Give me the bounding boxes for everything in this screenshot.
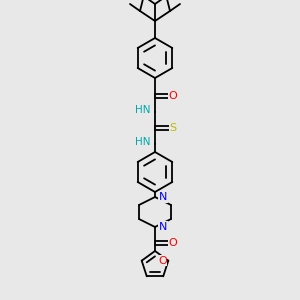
Text: HN: HN bbox=[135, 137, 151, 147]
Text: O: O bbox=[158, 256, 167, 266]
Text: N: N bbox=[159, 192, 167, 202]
Text: O: O bbox=[169, 238, 177, 248]
Text: HN: HN bbox=[135, 105, 151, 115]
Text: O: O bbox=[169, 91, 177, 101]
Text: S: S bbox=[169, 123, 177, 133]
Text: N: N bbox=[159, 222, 167, 232]
